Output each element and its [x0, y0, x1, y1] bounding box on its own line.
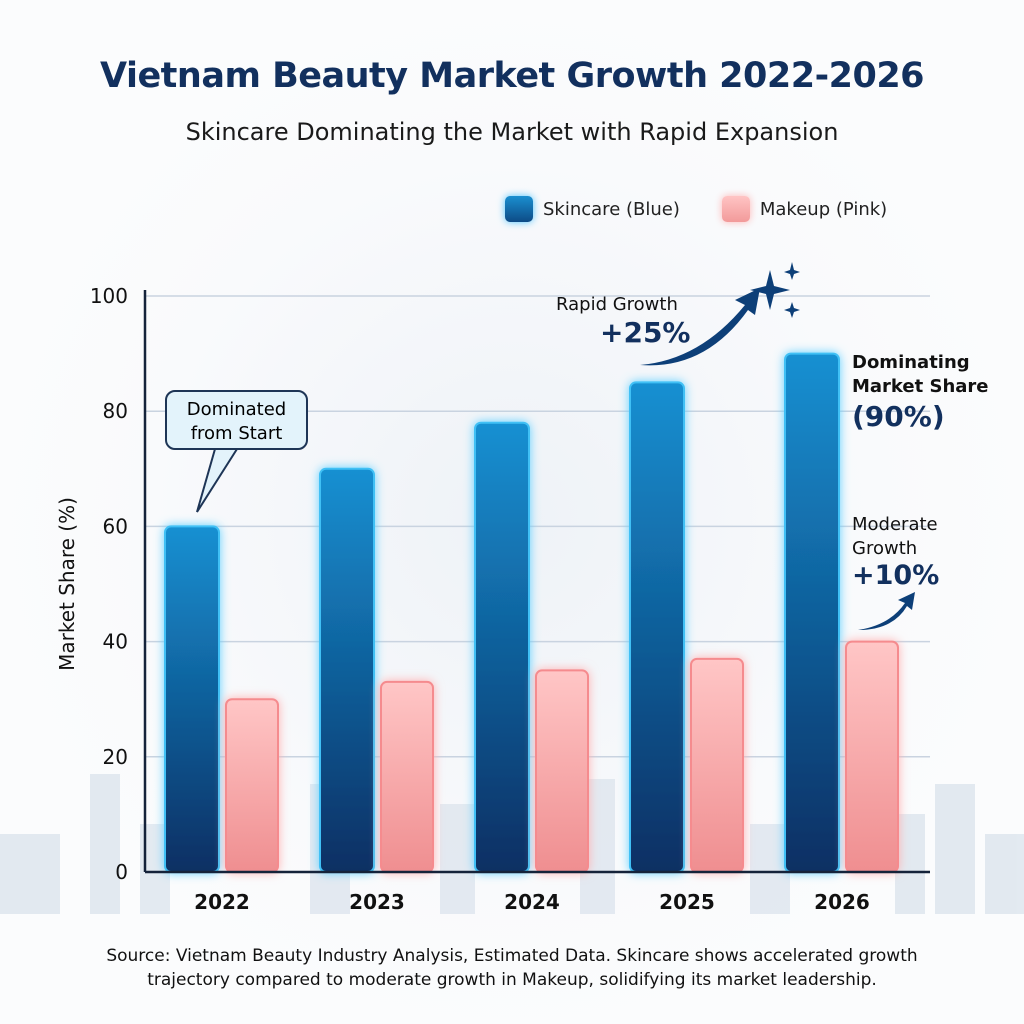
x-tick-label: 2022 — [194, 890, 250, 914]
y-axis-label: Market Share (%) — [55, 497, 79, 671]
legend-label-skincare: Skincare (Blue) — [543, 198, 680, 220]
legend-item-makeup: Makeup (Pink) — [721, 196, 888, 222]
x-tick-label: 2023 — [349, 890, 405, 914]
y-tick-label: 100 — [90, 284, 128, 308]
bar-makeup-2023 — [380, 680, 434, 873]
dominating-value: (90%) — [852, 400, 945, 433]
rapid-growth-arrow-icon — [640, 288, 760, 366]
chart-subtitle: Skincare Dominating the Market with Rapi… — [185, 118, 839, 146]
bar-makeup-2024 — [535, 669, 589, 874]
legend-label-makeup: Makeup (Pink) — [759, 198, 888, 220]
legend: Skincare (Blue) Makeup (Pink) — [505, 196, 887, 222]
bar-makeup-2026 — [845, 640, 899, 873]
callout-pointer — [196, 448, 238, 513]
legend-item-skincare: Skincare (Blue) — [505, 196, 680, 222]
dominating-label-line2: Market Share — [852, 376, 989, 397]
moderate-growth-arrow-icon — [858, 592, 915, 630]
legend-swatch-skincare — [505, 196, 533, 222]
x-tick-label: 2026 — [814, 890, 870, 914]
rapid-growth-value: +25% — [600, 316, 691, 349]
y-tick-label: 20 — [103, 745, 128, 769]
y-tick-label: 60 — [103, 514, 128, 538]
moderate-value: +10% — [852, 560, 940, 591]
chart-title: Vietnam Beauty Market Growth 2022-2026 — [99, 56, 925, 96]
source-line-1: Source: Vietnam Beauty Industry Analysis… — [106, 946, 918, 966]
y-tick-label: 40 — [103, 630, 128, 654]
moderate-label-line2: Growth — [852, 538, 918, 559]
callout-dominated-from-start: Dominated from Start — [165, 390, 308, 450]
bar-skincare-2024 — [474, 421, 530, 873]
x-tick-label: 2024 — [504, 890, 560, 914]
bar-skincare-2022 — [164, 525, 220, 874]
bar-skincare-2025 — [629, 381, 685, 873]
rapid-growth-label: Rapid Growth — [556, 294, 678, 315]
source-line-2: trajectory compared to moderate growth i… — [147, 970, 877, 990]
bar-makeup-2025 — [690, 657, 744, 873]
bar-skincare-2026 — [784, 352, 840, 874]
y-tick-label: 0 — [115, 860, 128, 884]
x-tick-label: 2025 — [659, 890, 715, 914]
moderate-label-line1: Moderate — [852, 514, 938, 535]
bar-makeup-2022 — [225, 698, 279, 874]
legend-swatch-makeup — [721, 196, 750, 222]
source-note: Source: Vietnam Beauty Industry Analysis… — [0, 944, 1024, 992]
y-tick-label: 80 — [103, 399, 128, 423]
sparkle-icon — [750, 262, 800, 318]
bar-skincare-2023 — [319, 467, 375, 873]
dominating-label-line1: Dominating — [852, 352, 970, 373]
